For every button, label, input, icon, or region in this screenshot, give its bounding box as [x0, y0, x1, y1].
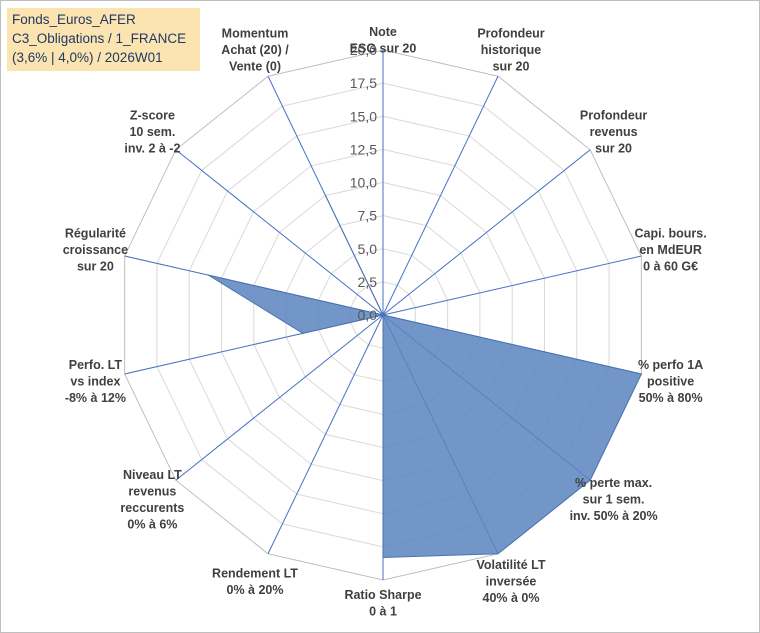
chart-title-line-2: C3_Obligations / 1_FRANCE	[12, 31, 187, 46]
category-label-line: Ratio Sharpe	[344, 588, 421, 602]
category-label-line: Capi. bours.	[634, 227, 706, 241]
category-label-line: % perfo 1A	[638, 358, 703, 372]
category-label-line: sur 20	[493, 60, 530, 74]
category-label-line: 40% à 0%	[483, 591, 540, 605]
axis-spoke	[382, 76, 499, 316]
tick-label: 0,0	[358, 307, 378, 323]
category-label-line: sur 20	[595, 141, 632, 155]
category-label-line: reccurents	[120, 501, 184, 515]
tick-label: 15,0	[350, 108, 377, 124]
category-label-line: historique	[481, 43, 541, 57]
category-label-line: Profondeur	[580, 108, 647, 122]
data-point	[382, 314, 384, 316]
category-label: Niveau LT revenus reccurents 0% à 6%	[120, 468, 184, 532]
category-label-line: 0 à 1	[369, 605, 397, 619]
tick-label: 17,5	[350, 75, 377, 91]
radar-tick-labels: 0,0 2,5 5,0 7,5 10,0 12,5 15,0 17,5 20,0	[350, 42, 377, 323]
category-label-line: Achat (20) /	[221, 43, 289, 57]
category-label-line: 0% à 6%	[127, 517, 177, 531]
category-label-line: revenus	[128, 484, 176, 498]
category-label-line: Perfo. LT	[69, 358, 123, 372]
category-label-line: 0 à 60 G€	[643, 260, 698, 274]
category-label-line: Momentum	[222, 27, 289, 41]
category-label-line: inv. 50% à 20%	[570, 509, 658, 523]
chart-title-box: Fonds_Euros_AFER C3_Obligations / 1_FRAN…	[7, 8, 200, 71]
category-label: Note ESG sur 20	[350, 25, 417, 56]
category-label: % perfo 1A positive 50% à 80%	[638, 358, 703, 405]
data-point	[589, 479, 591, 481]
category-label-line: revenus	[590, 125, 638, 139]
category-label-line: sur 1 sem.	[583, 493, 645, 507]
axis-spoke	[175, 149, 384, 316]
category-label-line: -8% à 12%	[65, 391, 126, 405]
chart-title-line-3: (3,6% | 4,0%) / 2026W01	[12, 50, 163, 65]
radar-series	[208, 192, 643, 559]
data-point	[497, 553, 499, 555]
category-label-line: Profondeur	[477, 27, 544, 41]
tick-label: 12,5	[350, 141, 377, 157]
category-label-line: Volatilité LT	[477, 558, 546, 572]
category-label: Profondeur revenus sur 20	[580, 108, 647, 155]
data-point	[640, 373, 642, 375]
category-label-line: % perte max.	[575, 476, 652, 490]
data-point	[382, 557, 384, 558]
radar-category-labels: Note ESG sur 20 Profondeur historique sur 20…	[63, 25, 707, 619]
category-label: Perfo. LT vs index -8% à 12%	[65, 358, 126, 405]
category-label-line: inv. 2 à -2	[124, 141, 180, 155]
tick-label: 20,0	[350, 42, 377, 58]
data-point	[323, 192, 325, 194]
category-label-line: Régularité	[65, 227, 126, 241]
tick-label: 7,5	[358, 208, 378, 224]
category-label: Profondeur historique sur 20	[477, 27, 544, 74]
category-label-line: croissance	[63, 243, 128, 257]
category-label-line: vs index	[70, 374, 120, 388]
category-label-line: sur 20	[77, 260, 114, 274]
category-label-line: Rendement LT	[212, 566, 298, 580]
axis-spoke	[267, 314, 384, 554]
category-label: Régularité croissance sur 20	[63, 227, 128, 274]
category-label-line: Vente (0)	[229, 60, 281, 74]
axis-spoke	[382, 255, 642, 316]
category-label: Rendement LT 0% à 20%	[212, 566, 298, 597]
tick-label: 10,0	[350, 175, 377, 191]
category-label-line: 10 sem.	[129, 125, 175, 139]
data-point	[302, 332, 304, 334]
tick-label: 5,0	[358, 241, 378, 257]
category-label-line: ESG sur 20	[350, 42, 417, 56]
tick-label: 2,5	[358, 274, 378, 290]
axis-spoke	[175, 314, 384, 481]
category-label-line: Niveau LT	[123, 468, 182, 482]
category-label: Momentum Achat (20) / Vente (0)	[221, 27, 289, 74]
category-label-line: en MdEUR	[639, 243, 702, 257]
data-point	[208, 274, 210, 276]
category-label: % perte max. sur 1 sem. inv. 50% à 20%	[570, 476, 658, 523]
category-label-line: Z-score	[130, 108, 175, 122]
category-label-line: positive	[647, 374, 694, 388]
category-label: Capi. bours. en MdEUR 0 à 60 G€	[634, 227, 706, 274]
category-label: Ratio Sharpe 0 à 1	[344, 588, 421, 619]
category-label: Volatilité LT inversée 40% à 0%	[477, 558, 546, 605]
category-label-line: inversée	[486, 575, 537, 589]
chart-title-line-1: Fonds_Euros_AFER	[12, 12, 136, 27]
category-label-line: 50% à 80%	[639, 391, 703, 405]
category-label-line: 0% à 20%	[227, 583, 284, 597]
category-label-line: Note	[369, 25, 397, 39]
axis-spoke	[382, 149, 591, 316]
series-area	[208, 192, 643, 559]
category-label: Z-score 10 sem. inv. 2 à -2	[124, 108, 180, 155]
